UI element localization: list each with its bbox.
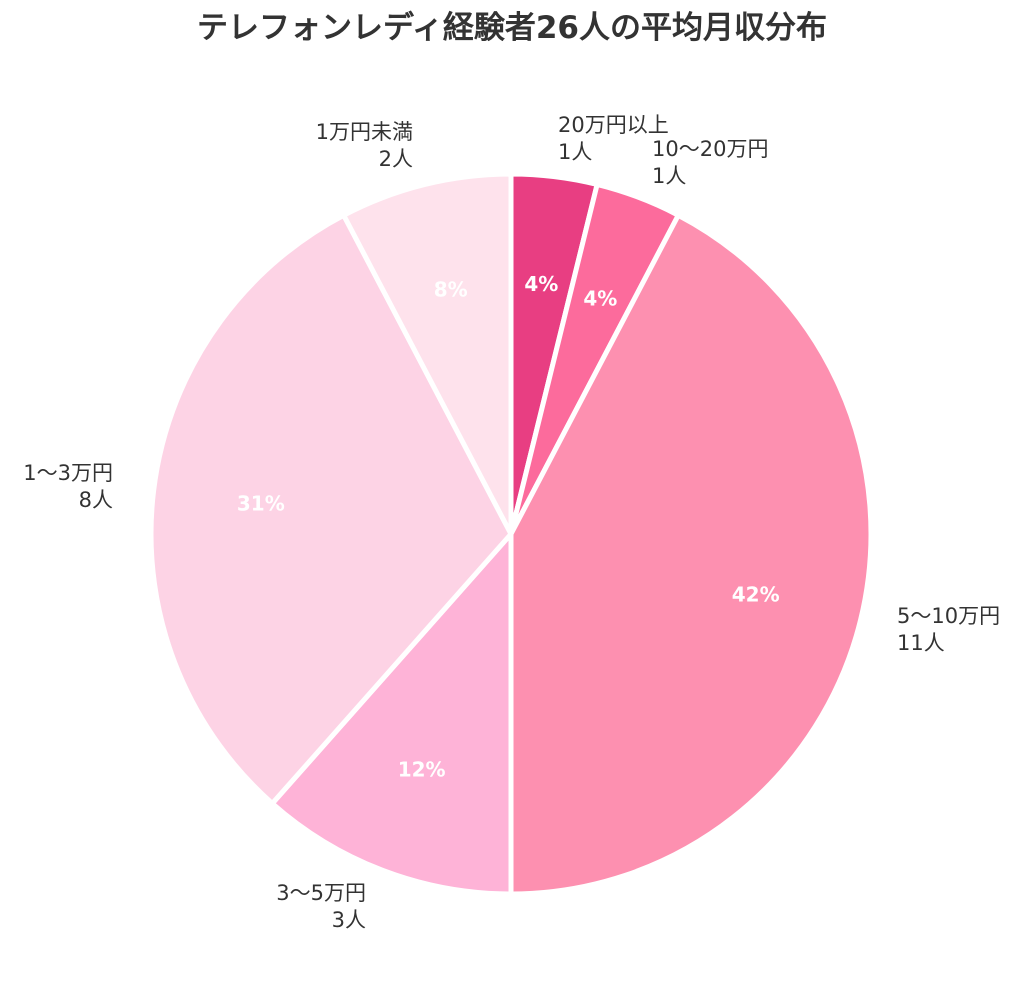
pie-slice <box>341 171 514 537</box>
label-category: 1〜3万円 <box>23 461 113 485</box>
label-20man-ijou: 20万円以上 1人 <box>558 112 669 166</box>
label-1man-miman: 1万円未満 2人 <box>280 119 413 173</box>
pie-slice <box>269 531 514 897</box>
label-category: 10〜20万円 <box>652 137 769 161</box>
label-5-10man: 5〜10万円 11人 <box>897 603 1000 657</box>
pie-slice <box>148 212 514 806</box>
slice-percent-label: 4% <box>583 286 617 310</box>
label-category: 20万円以上 <box>558 113 669 137</box>
slice-percent-label: 4% <box>524 272 558 296</box>
slice-percent-label: 42% <box>732 582 780 606</box>
chart-title: テレフォンレディ経験者26人の平均月収分布 <box>197 10 827 46</box>
label-count: 2人 <box>378 147 413 171</box>
pie-slice <box>508 212 874 897</box>
pie-slices <box>148 171 874 897</box>
label-count: 8人 <box>78 488 113 512</box>
percent-labels: 4% 4% 42% 12% 31% 8% <box>237 272 780 782</box>
label-count: 11人 <box>897 631 945 655</box>
label-count: 1人 <box>558 140 593 164</box>
label-category: 3〜5万円 <box>276 881 366 905</box>
label-1-3man: 1〜3万円 8人 <box>0 460 113 514</box>
label-10-20man: 10〜20万円 1人 <box>652 136 768 190</box>
slice-percent-label: 8% <box>434 277 468 301</box>
label-count: 1人 <box>652 164 687 188</box>
label-category: 5〜10万円 <box>897 604 1001 628</box>
slice-percent-label: 12% <box>398 758 446 782</box>
label-category: 1万円未満 <box>315 120 413 144</box>
label-3-5man: 3〜5万円 3人 <box>242 880 366 934</box>
label-count: 3人 <box>331 908 366 932</box>
slice-percent-label: 31% <box>237 492 285 516</box>
